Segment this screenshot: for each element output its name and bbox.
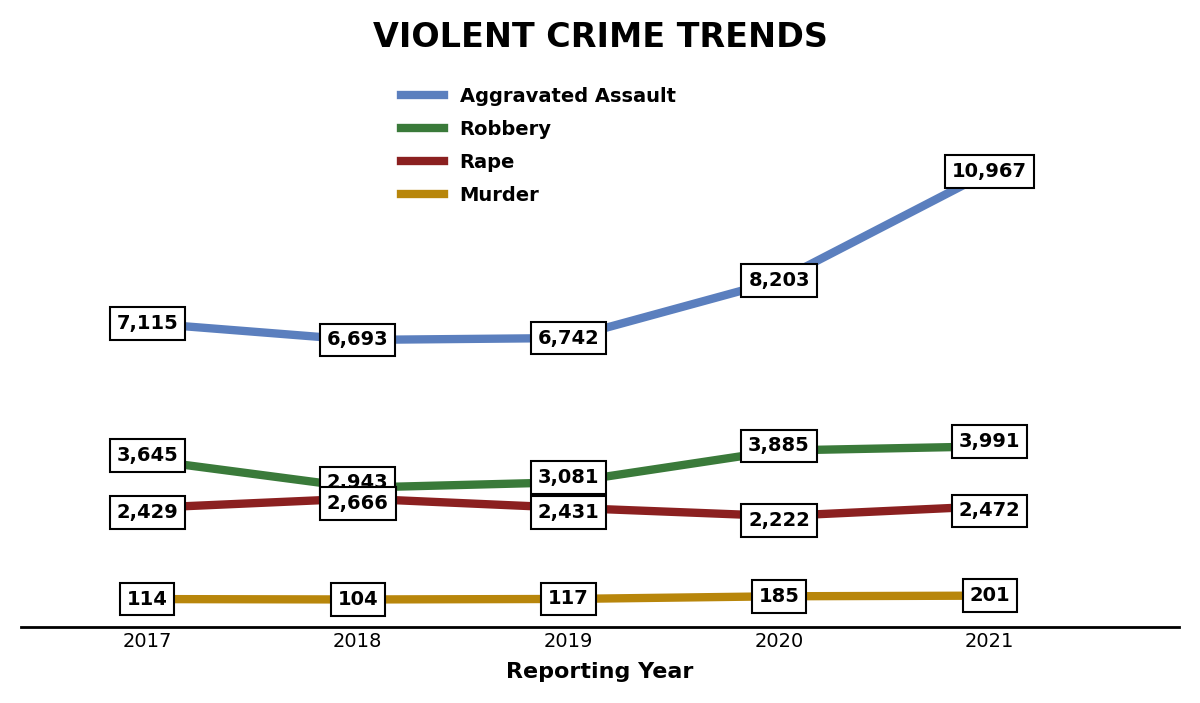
Text: 6,693: 6,693: [326, 330, 389, 349]
Text: 3,081: 3,081: [538, 468, 599, 487]
Text: 2,472: 2,472: [959, 501, 1020, 520]
Text: 3,645: 3,645: [116, 446, 178, 465]
Text: 201: 201: [970, 586, 1010, 605]
Text: 114: 114: [127, 590, 168, 609]
Text: 8,203: 8,203: [749, 271, 810, 290]
Text: 2,431: 2,431: [538, 503, 599, 522]
Text: 3,885: 3,885: [748, 437, 810, 456]
Text: 6,742: 6,742: [538, 328, 599, 347]
X-axis label: Reporting Year: Reporting Year: [506, 662, 694, 682]
Text: 7,115: 7,115: [116, 314, 178, 333]
Text: 2,429: 2,429: [116, 503, 178, 522]
Text: 185: 185: [758, 587, 799, 606]
Text: 2,222: 2,222: [748, 511, 810, 530]
Text: 2,943: 2,943: [326, 473, 389, 492]
Text: 3,991: 3,991: [959, 432, 1020, 451]
Text: 2,666: 2,666: [326, 494, 389, 512]
Title: VIOLENT CRIME TRENDS: VIOLENT CRIME TRENDS: [372, 21, 828, 54]
Text: 10,967: 10,967: [952, 162, 1027, 181]
Text: 104: 104: [337, 590, 378, 609]
Text: 117: 117: [548, 589, 589, 609]
Legend: Aggravated Assault, Robbery, Rape, Murder: Aggravated Assault, Robbery, Rape, Murde…: [401, 87, 676, 205]
